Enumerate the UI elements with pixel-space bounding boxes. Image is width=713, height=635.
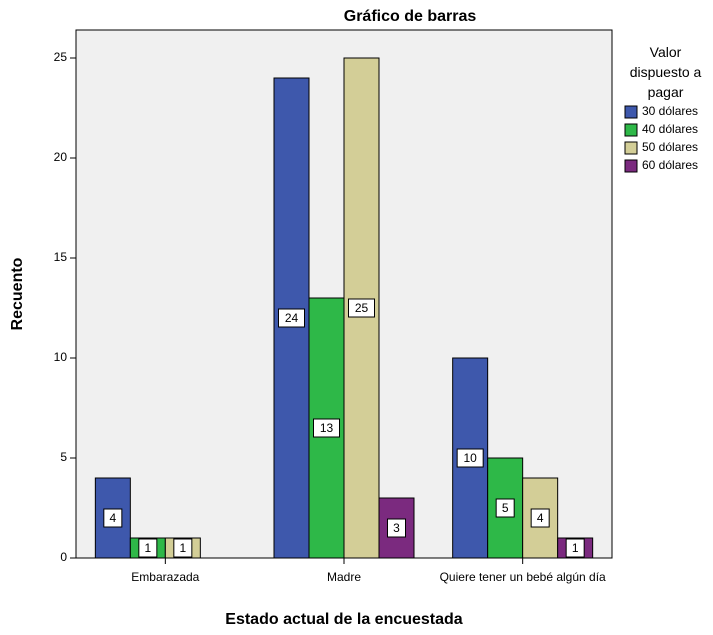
x-tick-label: Quiere tener un bebé algún día xyxy=(439,570,606,584)
data-label-box xyxy=(495,498,515,518)
data-label-box xyxy=(565,538,585,558)
data-label-box xyxy=(313,418,340,438)
data-label-box xyxy=(530,508,550,528)
data-label: 1 xyxy=(572,541,579,555)
legend-label: 60 dólares xyxy=(642,158,698,172)
legend-swatch xyxy=(624,159,638,173)
legend-swatch xyxy=(624,105,638,119)
data-label-box xyxy=(278,308,305,328)
data-label-box xyxy=(387,518,406,538)
data-label: 4 xyxy=(109,511,116,525)
data-label: 1 xyxy=(144,541,151,555)
x-tick-label: Madre xyxy=(326,570,361,584)
y-tick-label: 0 xyxy=(60,550,67,564)
x-axis-label: Estado actual de la encuestada xyxy=(225,611,463,628)
legend-swatch xyxy=(624,123,638,137)
data-label-box xyxy=(456,448,484,468)
data-label: 25 xyxy=(355,301,369,315)
data-label: 5 xyxy=(502,501,509,515)
data-label-box xyxy=(173,538,193,558)
data-label: 13 xyxy=(320,421,334,435)
data-label: 3 xyxy=(393,521,400,535)
y-tick-label: 10 xyxy=(54,350,68,364)
data-label-box xyxy=(138,538,158,558)
y-tick-label: 5 xyxy=(60,450,67,464)
y-tick-label: 20 xyxy=(54,150,68,164)
y-tick-label: 15 xyxy=(54,250,68,264)
chart-title: Gráfico de barras xyxy=(344,8,477,25)
data-label: 24 xyxy=(285,311,299,325)
legend-swatch xyxy=(624,141,638,155)
data-label: 4 xyxy=(537,511,544,525)
x-tick-label: Embarazada xyxy=(131,570,200,584)
legend-label: 40 dólares xyxy=(642,122,698,136)
data-label: 1 xyxy=(179,541,186,555)
bar xyxy=(378,497,415,559)
data-label-box xyxy=(103,508,123,528)
y-axis-label: Recuento xyxy=(9,257,26,330)
legend-title: Valor dispuesto a pagar xyxy=(629,44,702,100)
data-label: 10 xyxy=(463,451,477,465)
legend-label: 50 dólares xyxy=(642,140,698,154)
y-tick-label: 25 xyxy=(54,50,68,64)
data-label-box xyxy=(348,298,375,318)
legend-label: 30 dólares xyxy=(642,104,698,118)
